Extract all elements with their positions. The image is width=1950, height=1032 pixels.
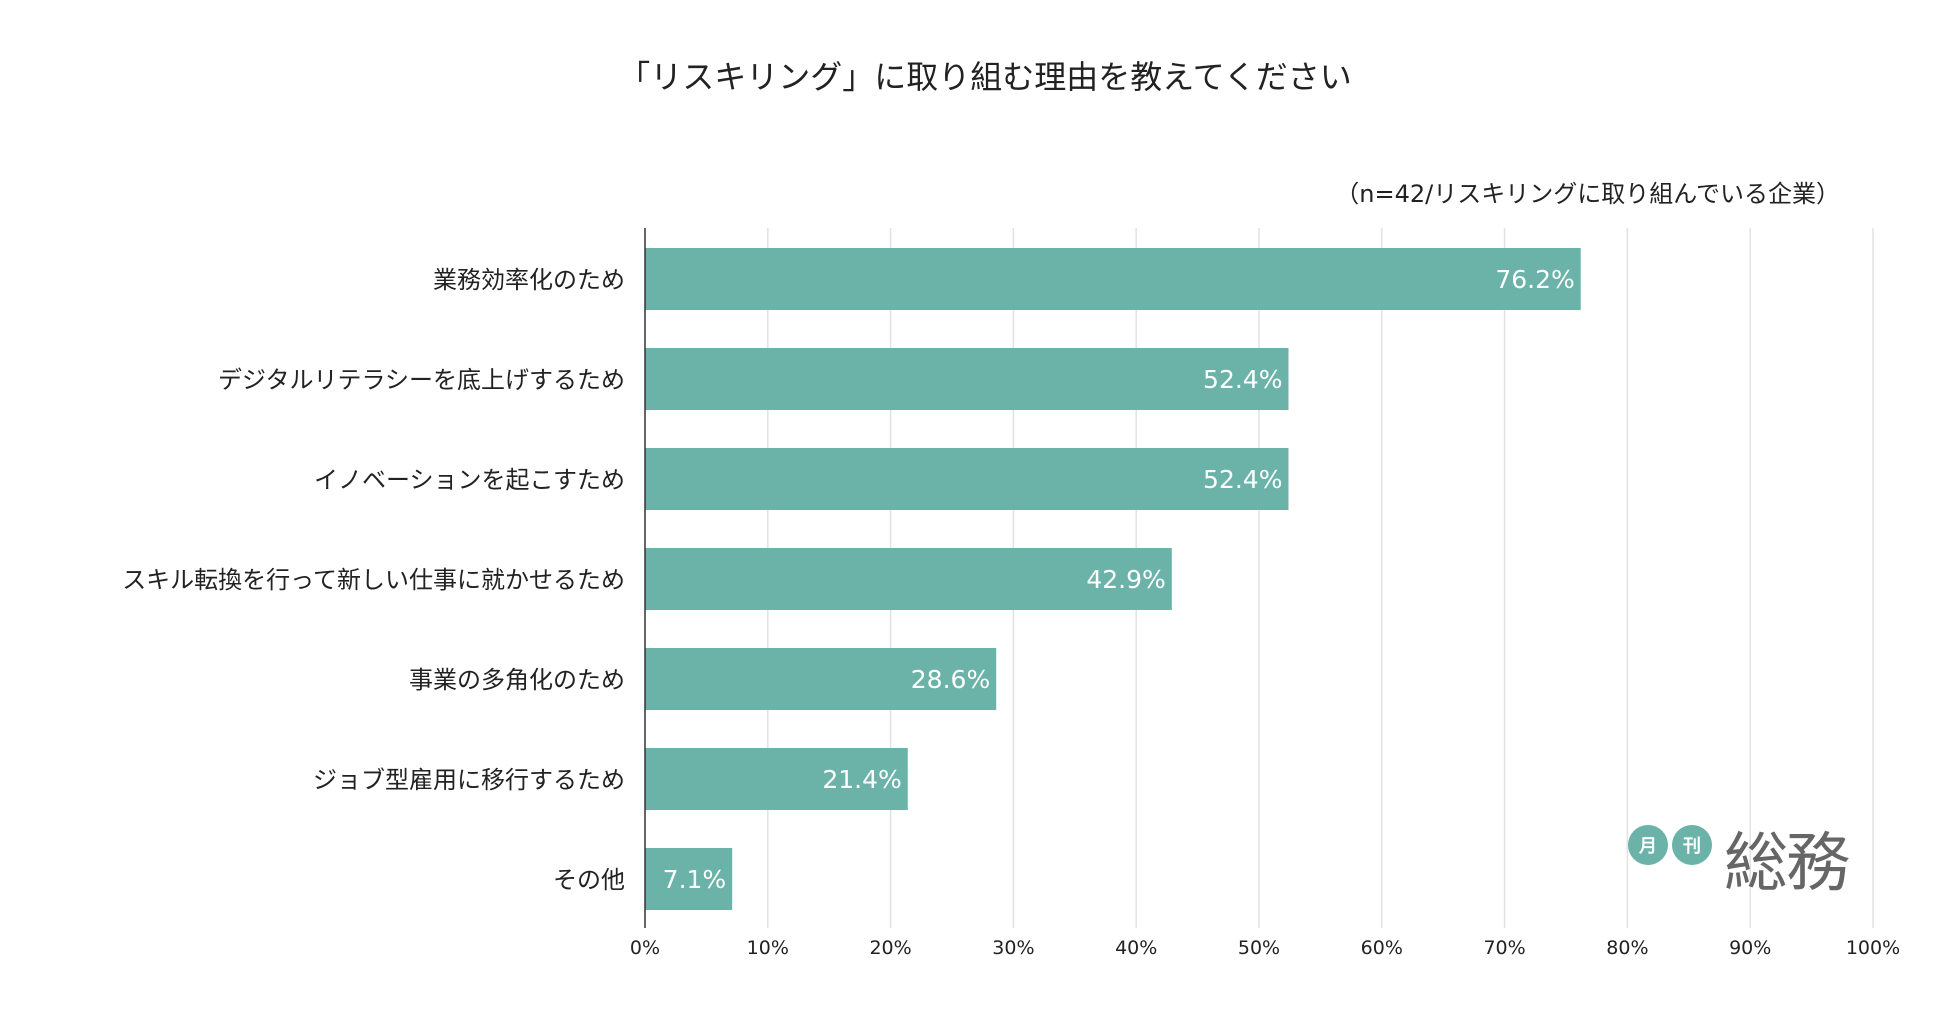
x-tick-label: 40% <box>1115 937 1157 959</box>
category-label: スキル転換を行って新しい仕事に就かせるため <box>122 566 625 594</box>
bar <box>645 448 1289 510</box>
bar-value-label: 7.1% <box>663 865 727 894</box>
x-tick-label: 80% <box>1606 937 1648 959</box>
logo-circle: 月 <box>1628 825 1668 865</box>
bar-value-label: 52.4% <box>1203 365 1282 394</box>
logo-circle: 刊 <box>1672 825 1712 865</box>
bar-value-label: 52.4% <box>1203 465 1282 494</box>
bar-value-label: 28.6% <box>911 665 990 694</box>
bar <box>645 848 733 910</box>
x-tick-label: 60% <box>1361 937 1403 959</box>
category-label: 事業の多角化のため <box>409 666 625 694</box>
chart-subtitle: （n=42/リスキリングに取り組んでいる企業） <box>1335 180 1840 208</box>
logo-text: 総務 <box>1724 827 1850 901</box>
x-tick-label: 20% <box>869 937 911 959</box>
bar <box>645 248 1581 310</box>
x-tick-label: 50% <box>1238 937 1280 959</box>
x-tick-label: 90% <box>1729 937 1771 959</box>
x-tick-label: 100% <box>1846 937 1900 959</box>
bar-value-label: 76.2% <box>1495 265 1574 294</box>
bar <box>645 348 1289 410</box>
x-tick-label: 10% <box>747 937 789 959</box>
logo: 月 刊 総務 <box>1628 812 1850 904</box>
category-label: 業務効率化のため <box>433 266 625 294</box>
x-tick-label: 0% <box>630 937 660 959</box>
chart-title: 「リスキリング」に取り組む理由を教えてください <box>618 58 1352 96</box>
category-label: デジタルリテラシーを底上げするため <box>218 366 625 394</box>
bar <box>645 748 908 810</box>
category-label: その他 <box>553 866 625 894</box>
bar-value-label: 21.4% <box>822 765 901 794</box>
category-label: ジョブ型雇用に移行するため <box>313 766 625 794</box>
category-label: イノベーションを起こすため <box>314 466 625 494</box>
bar-value-label: 42.9% <box>1086 565 1165 594</box>
bar <box>645 648 997 710</box>
bar <box>645 548 1172 610</box>
x-tick-label: 70% <box>1483 937 1525 959</box>
x-tick-label: 30% <box>992 937 1034 959</box>
